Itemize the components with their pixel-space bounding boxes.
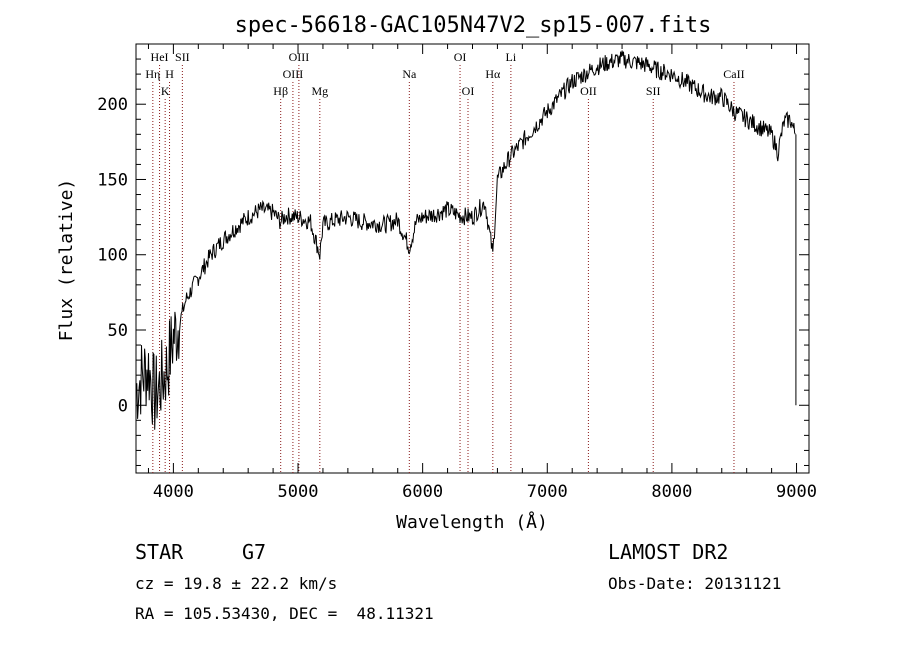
y-axis-label: Flux (relative) — [56, 179, 77, 342]
line-label: OIII — [289, 50, 310, 64]
x-tick-label: 7000 — [527, 482, 568, 502]
redshift-velocity: cz = 19.8 ± 22.2 km/s — [135, 574, 338, 593]
x-tick-label: 5000 — [278, 482, 319, 502]
line-label: K — [161, 84, 170, 98]
observation-date: Obs-Date: 20131121 — [608, 574, 782, 593]
line-label: OII — [580, 84, 597, 98]
object-class: STAR — [135, 540, 184, 564]
y-tick-label: 150 — [97, 170, 128, 190]
x-tick-label: 9000 — [776, 482, 817, 502]
y-tick-label: 0 — [118, 396, 128, 416]
line-label: Hβ — [273, 84, 288, 98]
line-labels: HeI SII Hη HK OIII OIII Hβ Mg Na OI OI Hα Li OII SII Ca… — [145, 50, 744, 98]
spectrum-line — [135, 50, 796, 430]
line-label: OI — [454, 50, 467, 64]
line-label: SII — [175, 50, 190, 64]
x-axis-label: Wavelength (Å) — [396, 511, 548, 533]
plot-frame — [135, 43, 810, 474]
line-label: OIII — [283, 67, 304, 81]
line-label: Hα — [485, 67, 501, 81]
x-tick-label: 8000 — [651, 482, 692, 502]
line-label: Mg — [311, 84, 328, 98]
line-label: Na — [402, 67, 417, 81]
line-label: Li — [506, 50, 517, 64]
object-subclass: G7 — [242, 540, 267, 564]
x-tick-label: 6000 — [402, 482, 443, 502]
y-tick-label: 100 — [97, 246, 128, 266]
line-label: CaII — [723, 67, 744, 81]
line-label: Hη — [145, 67, 160, 81]
y-tick-label: 200 — [97, 95, 128, 115]
survey-name: LAMOST DR2 — [608, 540, 729, 564]
spectrum-series — [135, 50, 797, 430]
line-label: HeI — [151, 50, 169, 64]
y-axis-ticks: 0 50 100 150 200 — [97, 43, 809, 466]
coordinates: RA = 105.53430, DEC = 48.11321 — [135, 604, 434, 623]
line-label: OI — [462, 84, 475, 98]
line-markers — [152, 65, 735, 473]
line-label: SII — [646, 84, 661, 98]
line-label: H — [165, 67, 174, 81]
x-tick-label: 4000 — [153, 482, 194, 502]
chart-title: spec-56618-GAC105N47V2_sp15-007.fits — [235, 13, 712, 38]
y-tick-label: 50 — [108, 321, 128, 341]
x-axis-ticks: 4000 5000 6000 7000 8000 9000 — [147, 44, 817, 502]
